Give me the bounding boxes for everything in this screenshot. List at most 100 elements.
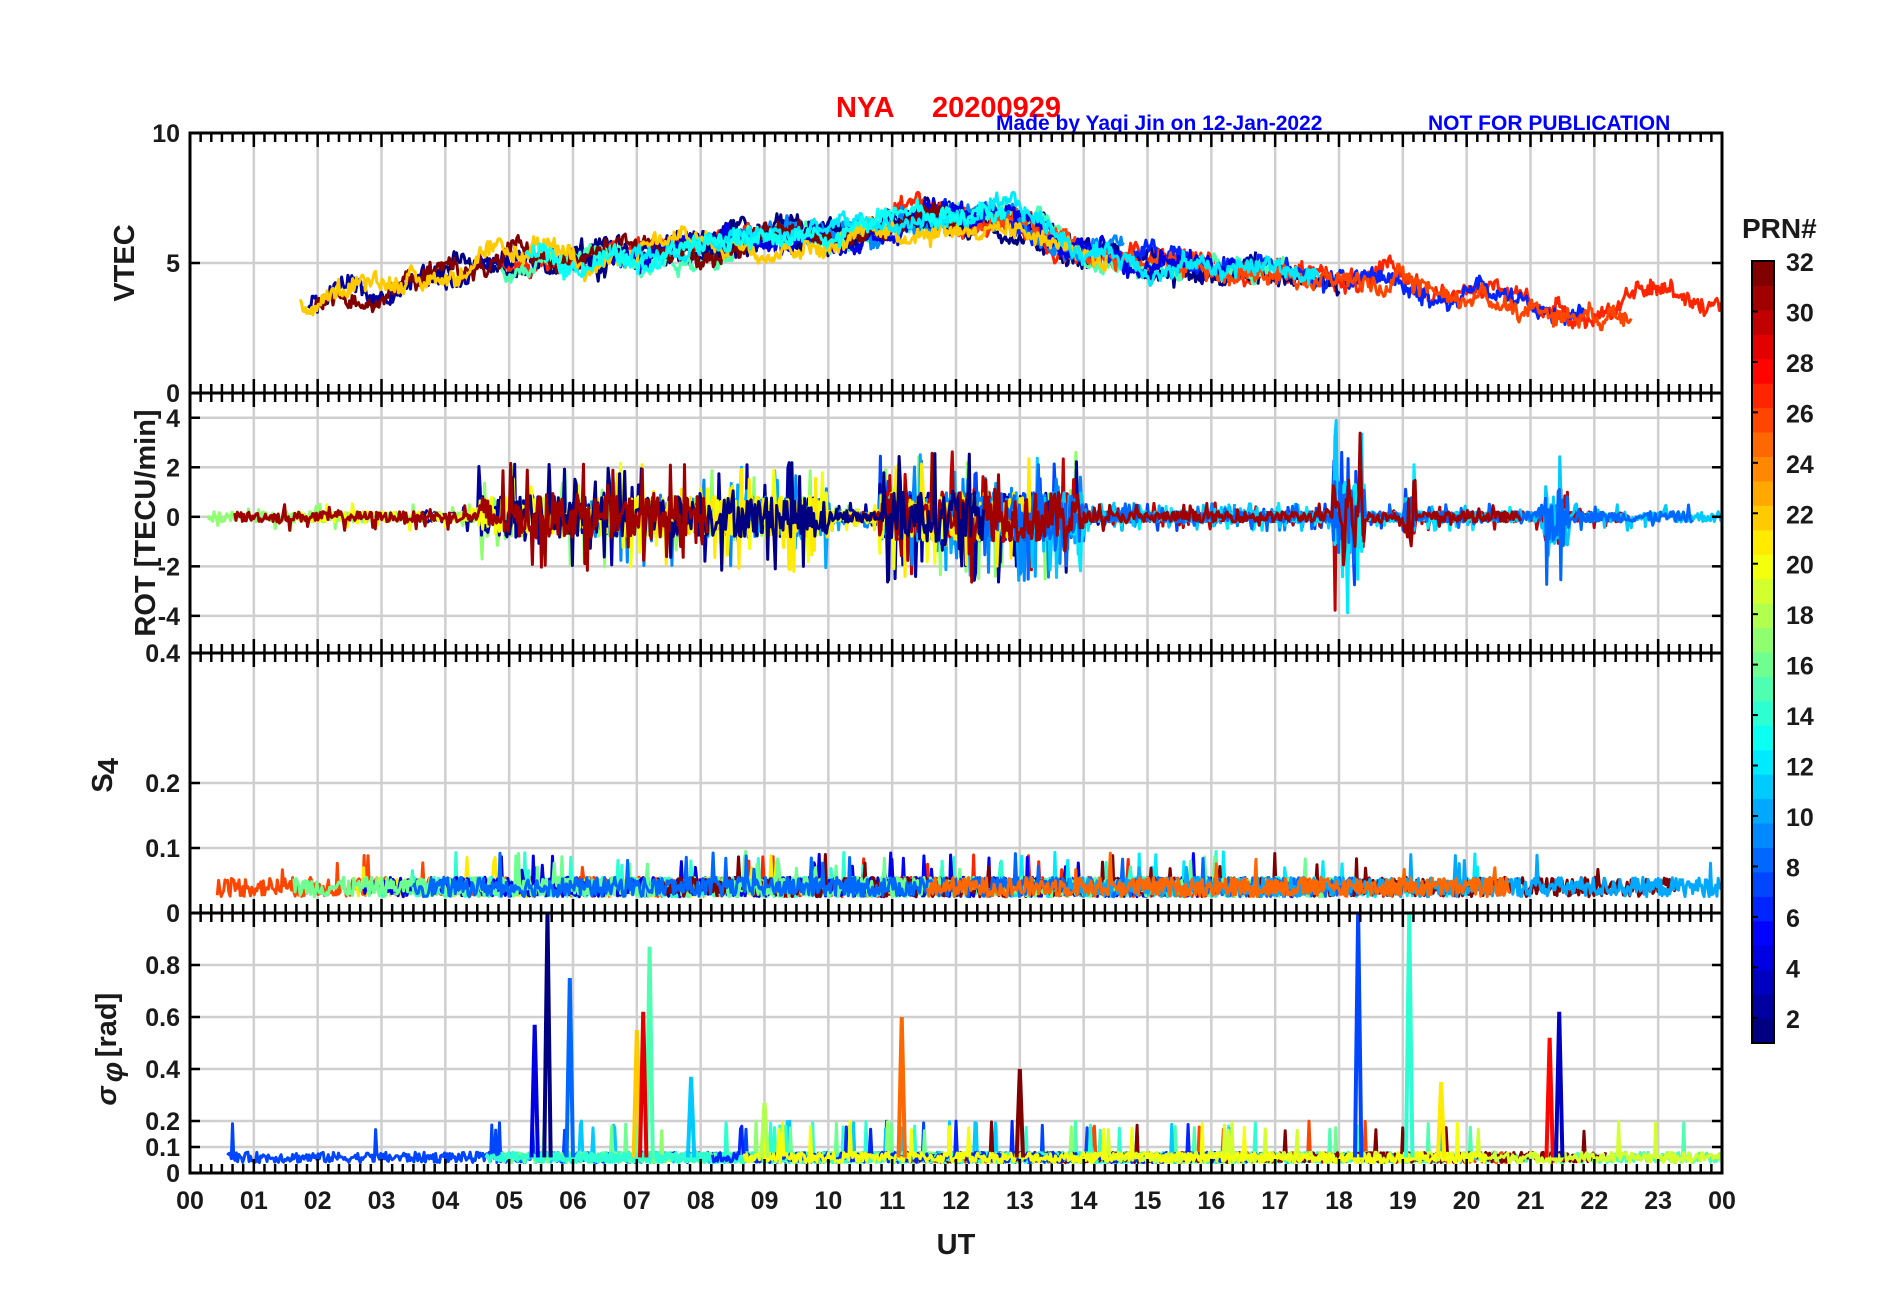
colorbar-band: [1752, 529, 1774, 555]
x-tick-label: 00: [176, 1187, 204, 1215]
x-axis-ticks: 00 01 02 03 04 05 06 07 08 09 10 11 12 13 14 15 16 17 18 19…: [176, 1187, 1736, 1215]
colorbar-band: [1752, 847, 1774, 873]
sigma-phi-spike: [1435, 1081, 1447, 1158]
vtec-series-line: [524, 198, 1007, 281]
rot-series-line: [842, 431, 1523, 584]
sigma-phi-spike: [1554, 1011, 1565, 1158]
colorbar-tick-label: 22: [1786, 501, 1814, 529]
colorbar-band: [1752, 676, 1774, 702]
colorbar-band: [1752, 432, 1774, 457]
sigma-phi-spike: [896, 1016, 907, 1158]
vtec-ytick-label: 0: [166, 380, 180, 408]
x-tick-label: 13: [1006, 1187, 1034, 1215]
x-tick-label: 00: [1708, 1187, 1736, 1215]
colorbar-tick-label: 14: [1786, 703, 1814, 731]
s4-ytick-label: 0.1: [145, 835, 180, 863]
x-tick-label: 19: [1389, 1187, 1417, 1215]
colorbar-band: [1752, 700, 1774, 726]
colorbar-band: [1752, 383, 1774, 409]
x-tick-label: 18: [1325, 1187, 1353, 1215]
x-tick-label: 05: [495, 1187, 523, 1215]
x-tick-label: 02: [304, 1187, 332, 1215]
colorbar-band: [1752, 480, 1774, 506]
sigma-phi-ytick-label: 0.6: [145, 1004, 180, 1032]
vtec-ytick-label: 10: [152, 120, 180, 148]
colorbar-band: [1752, 945, 1774, 971]
colorbar-band: [1752, 749, 1774, 775]
sigma-phi-spike: [685, 1076, 697, 1158]
s4-ylabel: S 4: [87, 758, 125, 793]
colorbar-tick-label: 12: [1786, 754, 1814, 782]
x-tick-label: 15: [1134, 1187, 1162, 1215]
s4-series-line: [411, 851, 1363, 899]
rot-series: [188, 393, 1724, 653]
sigma-phi-spike: [529, 1024, 540, 1158]
colorbar-band: [1752, 798, 1774, 824]
colorbar-band: [1752, 603, 1774, 629]
colorbar-tick-label: 30: [1786, 299, 1814, 327]
sigma-phi-spike: [644, 946, 655, 1158]
colorbar-band: [1752, 358, 1774, 384]
vtec-series: [188, 131, 1724, 395]
colorbar-band: [1752, 652, 1774, 677]
sigma-phi-spike: [1014, 1068, 1026, 1158]
rot-ytick-label: 4: [166, 405, 180, 433]
colorbar-frame: [1751, 260, 1775, 1044]
x-tick-label: 09: [751, 1187, 779, 1215]
rot-ytick-label: 0: [166, 504, 180, 532]
x-tick-label: 20: [1453, 1187, 1481, 1215]
sigma-phi-spike: [1544, 1037, 1555, 1158]
colorbar-tick-label: 6: [1786, 905, 1800, 933]
colorbar-tick-label: 26: [1786, 400, 1814, 428]
colorbar-band: [1752, 578, 1774, 604]
colorbar-band: [1752, 1018, 1774, 1044]
sigma-phi-ytick-label: 0.1: [145, 1134, 180, 1162]
colorbar-tick-label: 20: [1786, 552, 1814, 580]
colorbar-band: [1752, 969, 1774, 995]
sigma-phi-spike: [638, 1011, 649, 1158]
colorbar-tick-label: 24: [1786, 451, 1814, 479]
x-tick-label: 07: [623, 1187, 651, 1215]
s4-ytick-label: 0: [166, 900, 180, 928]
colorbar-band: [1752, 505, 1774, 531]
sigma-phi-ylabel-subscript: φ: [97, 1062, 129, 1082]
sigma-phi-ylabel: σ φ [rad]: [91, 993, 129, 1106]
x-tick-label: 12: [942, 1187, 970, 1215]
s4-ylabel-main: S: [87, 773, 119, 792]
colorbar-bands: [1751, 260, 1775, 1044]
sigma-phi-ytick-label: 0.2: [145, 1108, 180, 1136]
colorbar-band: [1752, 627, 1774, 653]
colorbar-band: [1752, 920, 1774, 946]
colorbar-band: [1752, 407, 1774, 433]
colorbar-tick-label: 10: [1786, 804, 1814, 832]
x-tick-label: 03: [368, 1187, 396, 1215]
colorbar-band: [1752, 871, 1774, 897]
colorbar-band: [1752, 823, 1774, 848]
sigma-phi-ytick-label: 0.8: [145, 952, 180, 980]
sigma-phi-spike: [564, 977, 575, 1158]
colorbar-tick-label: 16: [1786, 653, 1814, 681]
x-tick-label: 04: [431, 1187, 459, 1215]
s4-ytick-label: 0.2: [145, 770, 180, 798]
x-tick-label: 08: [687, 1187, 715, 1215]
rot-ytick-label: -2: [158, 553, 180, 581]
colorbar-band: [1752, 725, 1774, 751]
sigma-phi-ytick-label: 0: [166, 1160, 180, 1188]
x-tick-label: 16: [1197, 1187, 1225, 1215]
vtec-ylabel: VTEC: [109, 224, 141, 301]
colorbar-tick-label: 18: [1786, 602, 1814, 630]
x-axis-label: UT: [937, 1229, 976, 1261]
vtec-ytick-label: 5: [166, 250, 180, 278]
colorbar-tick-label: 8: [1786, 854, 1800, 882]
colorbar-band: [1752, 774, 1774, 800]
rot-ytick-label: -4: [158, 603, 180, 631]
colorbar-tick-label: 28: [1786, 350, 1814, 378]
sigma-phi-series-line: [742, 1119, 1488, 1165]
colorbar-tick-label: 2: [1786, 1006, 1800, 1034]
x-tick-label: 01: [240, 1187, 268, 1215]
x-tick-label: 10: [814, 1187, 842, 1215]
x-tick-label: 23: [1644, 1187, 1672, 1215]
